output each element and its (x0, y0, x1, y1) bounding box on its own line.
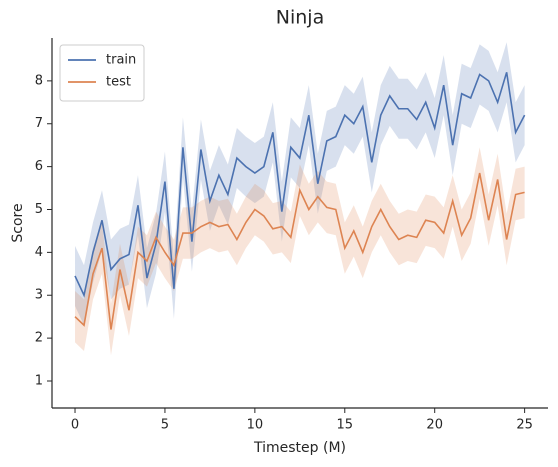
y-tick-label: 8 (35, 73, 43, 88)
x-axis-label: Timestep (M) (253, 440, 346, 456)
line (74, 172, 525, 330)
x-tick-label: 15 (337, 418, 354, 433)
line (74, 72, 526, 298)
y-tick-label: 6 (35, 159, 43, 174)
y-axis-label: Score (10, 203, 26, 242)
y-tick-label: 2 (35, 331, 43, 346)
x-tick-label: 0 (71, 418, 79, 433)
y-tick-label: 5 (35, 202, 43, 217)
chart-title: Ninja (276, 7, 324, 29)
x-tick-label: 25 (516, 418, 533, 433)
legend: train test (59, 44, 145, 102)
legend-label: train (106, 53, 136, 68)
x-tick-label: 10 (247, 418, 264, 433)
x-tick-label: 5 (161, 418, 169, 433)
legend-box (59, 44, 145, 102)
confidence-band (75, 147, 525, 356)
legend-label: test (106, 75, 131, 90)
y-tick-label: 7 (35, 116, 43, 131)
y-tick-label: 3 (35, 288, 43, 303)
y-tick-label: 4 (35, 245, 43, 260)
x-tick-label: 20 (426, 418, 443, 433)
y-tick-label: 1 (35, 373, 43, 388)
